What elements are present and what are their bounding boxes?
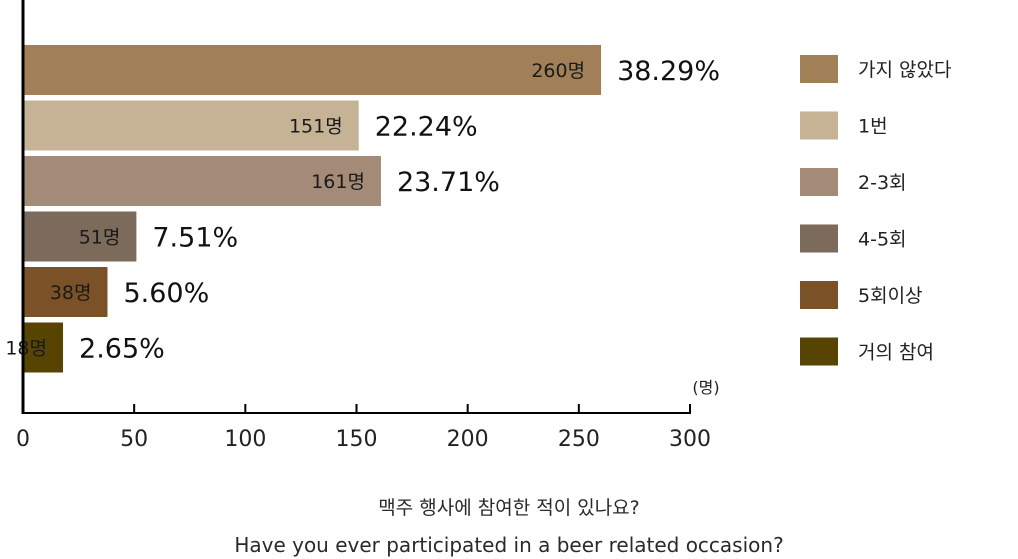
legend-swatch <box>800 224 838 253</box>
legend-label: 거의 참여 <box>858 342 934 364</box>
bar-value-label: 38명 <box>50 282 92 304</box>
legend-label: 2-3회 <box>858 172 907 194</box>
bar-percent-label: 23.71% <box>397 167 500 198</box>
bar-percent-label: 7.51% <box>152 223 238 254</box>
bar-chart: 260명 38.29% 151명 22.24% 161명 23.71% 51명 7.51% 38… <box>5 0 951 452</box>
x-tick-label: 250 <box>558 427 600 452</box>
bar-value-label: 18명 <box>5 338 47 360</box>
legend-label: 가지 않았다 <box>858 59 951 81</box>
caption-english: Have you ever participated in a beer rel… <box>234 533 784 557</box>
x-unit-label: (명) <box>692 378 719 397</box>
bar-value-label: 260명 <box>531 60 585 82</box>
bar-value-label: 151명 <box>289 116 343 138</box>
bar-percent-label: 5.60% <box>123 278 209 309</box>
bar <box>23 156 381 206</box>
legend-swatch <box>800 55 838 83</box>
bar <box>23 100 359 151</box>
caption-korean: 맥주 행사에 참여한 적이 있나요? <box>378 497 640 519</box>
legend-swatch <box>800 337 838 366</box>
x-tick-label: 50 <box>120 427 148 452</box>
bar-value-label: 161명 <box>311 171 365 193</box>
legend-swatch <box>800 281 838 309</box>
x-tick-label: 0 <box>16 427 30 452</box>
bar <box>23 45 602 95</box>
bars-group: 260명 38.29% 151명 22.24% 161명 23.71% 51명 7.51% 38… <box>5 45 720 373</box>
x-tick-label: 300 <box>669 427 711 452</box>
x-tick-label: 150 <box>336 427 378 452</box>
bar-percent-label: 38.29% <box>617 56 720 87</box>
x-tick-label: 200 <box>447 427 489 452</box>
bar-percent-label: 2.65% <box>79 334 165 365</box>
bar-percent-label: 22.24% <box>375 112 478 143</box>
bar <box>23 211 137 262</box>
x-ticks-group: 0 50 100 150 200 250 300 <box>16 404 711 452</box>
x-tick-label: 100 <box>224 427 266 452</box>
bar <box>23 267 108 317</box>
legend-swatch <box>800 111 838 140</box>
legend-label: 4-5회 <box>858 229 907 251</box>
legend-label: 5회이상 <box>858 285 923 307</box>
bar-value-label: 51명 <box>79 227 121 249</box>
legend-label: 1번 <box>858 116 888 138</box>
bar <box>23 322 64 373</box>
legend-swatch <box>800 168 838 196</box>
